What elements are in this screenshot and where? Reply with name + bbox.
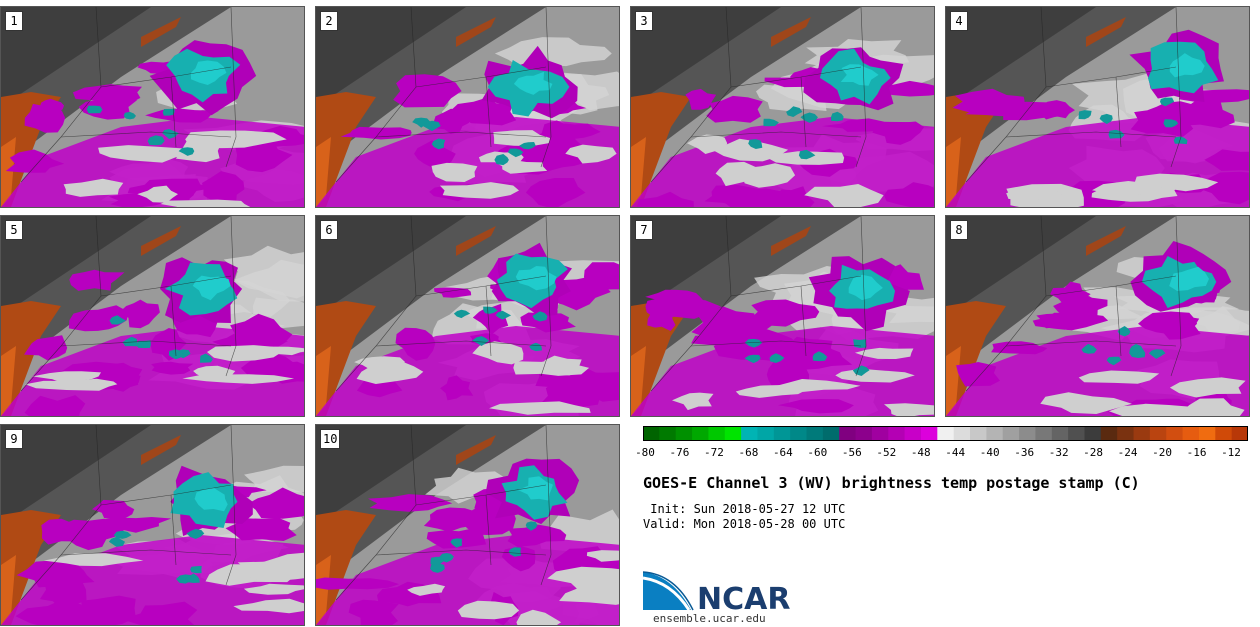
colorbar-tick-label: -56 xyxy=(841,446,862,459)
postage-stamp-map: 2 xyxy=(315,6,620,208)
logo-text: NCAR xyxy=(697,582,790,612)
panel-number: 2 xyxy=(320,11,338,31)
panel-number: 7 xyxy=(635,220,653,240)
colorbar-swatch xyxy=(1215,426,1233,441)
colorbar-swatch xyxy=(741,426,758,441)
postage-stamp-map: 9 xyxy=(0,424,305,626)
postage-stamp-map: 8 xyxy=(945,215,1250,417)
colorbar-swatch xyxy=(953,426,971,441)
colorbar-swatch xyxy=(692,426,709,441)
colorbar-tick-label: -24 xyxy=(1117,446,1138,459)
colorbar-tick-label: -64 xyxy=(772,446,793,459)
colorbar-tick-label: -52 xyxy=(876,446,897,459)
colorbar-tick-label: -68 xyxy=(738,446,759,459)
colorbar-swatch xyxy=(904,426,922,441)
colorbar-swatch xyxy=(1035,426,1053,441)
colorbar-swatch xyxy=(920,426,938,441)
init-time: Init: Sun 2018-05-27 12 UTC xyxy=(643,502,846,516)
colorbar-tick-label: -72 xyxy=(704,446,724,459)
colorbar-tick-label: -48 xyxy=(910,446,931,459)
panel-number: 4 xyxy=(950,11,968,31)
ncar-logo: NCAR xyxy=(643,571,790,612)
colorbar-swatch xyxy=(675,426,693,441)
colorbar-tick-label: -40 xyxy=(979,446,1000,459)
colorbar-tick-label: -44 xyxy=(945,446,966,459)
panel-number: 6 xyxy=(320,220,338,240)
colorbar-swatch xyxy=(986,426,1004,441)
colorbar-swatch xyxy=(822,426,840,441)
colorbar-swatch xyxy=(1002,426,1020,441)
colorbar-tick-label: -20 xyxy=(1152,446,1172,459)
colorbar-swatch xyxy=(806,426,824,441)
panel-number: 3 xyxy=(635,11,653,31)
colorbar-tick-label: -60 xyxy=(807,446,828,459)
colorbar-swatch xyxy=(1100,426,1118,441)
colorbar-swatch xyxy=(1084,426,1102,441)
postage-stamp-map: 10 xyxy=(315,424,620,626)
panel-number: 1 xyxy=(5,11,23,31)
colorbar-swatch xyxy=(790,426,808,441)
colorbar-swatch xyxy=(855,426,873,441)
colorbar-swatch xyxy=(937,426,955,441)
colorbar-swatch xyxy=(888,426,906,441)
colorbar-tick-label: -12 xyxy=(1221,446,1241,459)
panel-number: 5 xyxy=(5,220,23,240)
postage-stamp-map: 4 xyxy=(945,6,1250,208)
colorbar-tick-label: -80 xyxy=(635,446,655,459)
colorbar-swatch xyxy=(1149,426,1167,441)
colorbar-swatch xyxy=(1117,426,1135,441)
colorbar-swatch xyxy=(724,426,742,441)
colorbar-ticks: -80 -76 -72 -68 -64 -60 -56 -52 -48 -44 -40 -36 -32 -… xyxy=(635,446,1253,462)
valid-time: Valid: Mon 2018-05-28 00 UTC xyxy=(643,517,846,531)
postage-stamp-map: 5 xyxy=(0,215,305,417)
colorbar-tick-label: -76 xyxy=(669,446,690,459)
colorbar-swatch xyxy=(839,426,857,441)
colorbar-swatch xyxy=(773,426,791,441)
panel-number: 9 xyxy=(5,429,23,449)
colorbar-swatch xyxy=(1182,426,1200,441)
panel-number: 10 xyxy=(320,429,341,449)
colorbar-swatch xyxy=(970,426,987,441)
colorbar-swatch xyxy=(1019,426,1036,441)
colorbar-swatch xyxy=(871,426,889,441)
colorbar-tick-label: -32 xyxy=(1048,446,1069,459)
colorbar-swatch xyxy=(1231,426,1248,441)
logo-url: ensemble.ucar.edu xyxy=(653,612,766,625)
colorbar-tick-label: -16 xyxy=(1186,446,1207,459)
figure-title: GOES-E Channel 3 (WV) brightness temp po… xyxy=(643,474,1140,492)
colorbar xyxy=(643,426,1248,441)
colorbar-swatch xyxy=(643,426,660,441)
colorbar-swatch xyxy=(1051,426,1069,441)
colorbar-tick-label: -28 xyxy=(1083,446,1104,459)
postage-stamp-map: 7 xyxy=(630,215,935,417)
colorbar-swatch xyxy=(757,426,775,441)
colorbar-swatch xyxy=(1133,426,1151,441)
postage-stamp-map: 3 xyxy=(630,6,935,208)
postage-stamp-map: 6 xyxy=(315,215,620,417)
colorbar-swatch xyxy=(659,426,677,441)
colorbar-swatch xyxy=(1068,426,1085,441)
colorbar-tick-label: -36 xyxy=(1014,446,1035,459)
postage-stamp-map: 1 xyxy=(0,6,305,208)
colorbar-swatch xyxy=(1198,426,1216,441)
colorbar-swatch xyxy=(708,426,726,441)
colorbar-swatch xyxy=(1166,426,1184,441)
panel-number: 8 xyxy=(950,220,968,240)
